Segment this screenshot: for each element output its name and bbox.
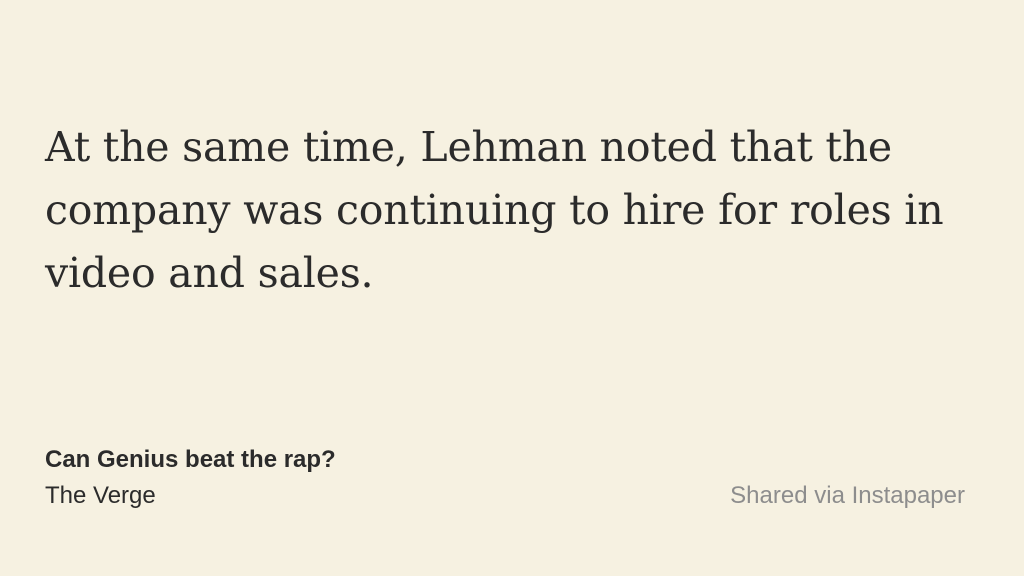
quote-text: At the same time, Lehman noted that the … (45, 116, 985, 305)
article-title: Can Genius beat the rap? (45, 446, 336, 473)
quote-line-2: company was continuing to hire for roles… (45, 186, 944, 234)
shared-via-label: Shared via Instapaper (730, 482, 965, 509)
quote-line-1: At the same time, Lehman noted that the (45, 123, 892, 171)
quote-line-3: video and sales. (45, 249, 374, 297)
article-source: The Verge (45, 482, 156, 509)
